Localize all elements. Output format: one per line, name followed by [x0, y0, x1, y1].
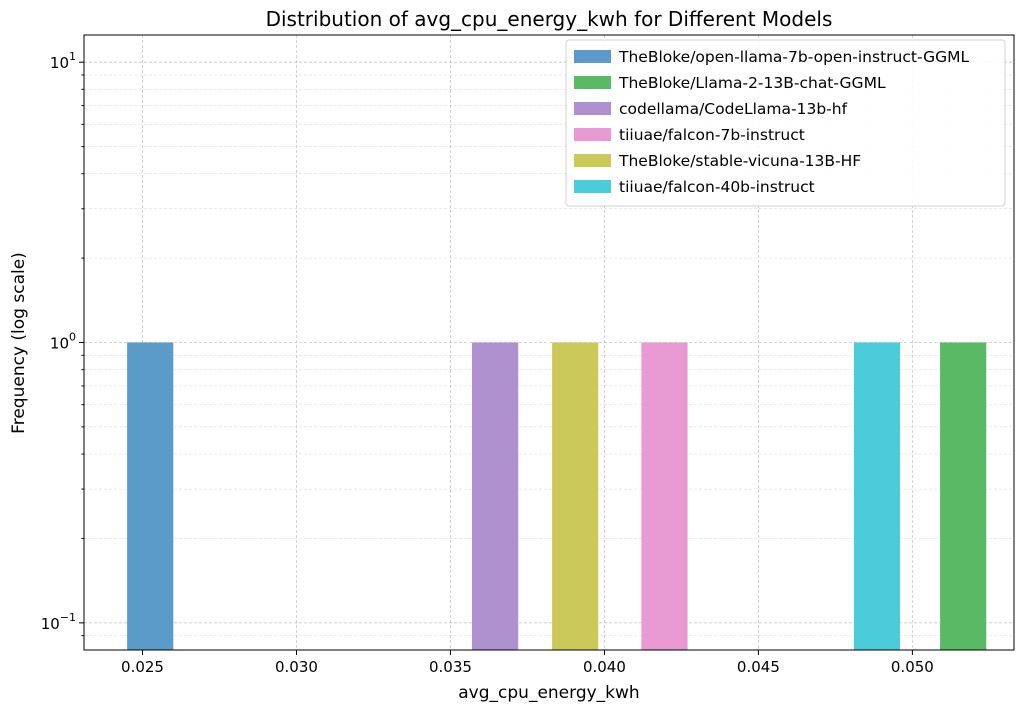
x-tick-label: 0.045	[737, 658, 780, 676]
legend-label: TheBloke/stable-vicuna-13B-HF	[618, 152, 861, 170]
y-tick-exponent: −1	[60, 611, 76, 624]
legend-label: codellama/CodeLlama-13b-hf	[619, 100, 848, 118]
y-tick-label: 100	[50, 331, 76, 353]
y-tick-label: 101	[50, 50, 76, 72]
chart-title: Distribution of avg_cpu_energy_kwh for D…	[266, 7, 833, 31]
legend: TheBloke/open-llama-7b-open-instruct-GGM…	[565, 39, 1006, 207]
legend-label: tiiuae/falcon-40b-instruct	[619, 178, 815, 196]
histogram-bar	[641, 342, 688, 650]
x-tick-label: 0.025	[121, 658, 164, 676]
x-tick-label: 0.035	[429, 658, 472, 676]
histogram-bar	[853, 342, 901, 650]
legend-label: tiiuae/falcon-7b-instruct	[619, 126, 805, 144]
y-tick-label: 10−1	[41, 611, 76, 633]
x-axis-label: avg_cpu_energy_kwh	[458, 683, 639, 703]
y-tick-base: 10	[50, 335, 69, 353]
histogram-bar	[127, 342, 174, 650]
x-axis-ticks: 0.025 0.030 0.035 0.040 0.045 0.050	[121, 650, 934, 676]
bars	[127, 342, 987, 650]
x-tick-label: 0.050	[891, 658, 934, 676]
y-axis-label: Frequency (log scale)	[9, 252, 29, 434]
legend-box	[565, 39, 1006, 207]
legend-label: TheBloke/Llama-2-13B-chat-GGML	[618, 74, 886, 92]
legend-swatch	[574, 154, 611, 167]
y-tick-exponent: 1	[69, 50, 76, 63]
legend-swatch	[574, 50, 611, 63]
y-tick-base: 10	[50, 54, 69, 72]
legend-label: TheBloke/open-llama-7b-open-instruct-GGM…	[618, 48, 969, 66]
legend-swatch	[574, 128, 611, 141]
legend-swatch	[574, 180, 611, 193]
legend-swatch	[574, 102, 611, 115]
legend-swatch	[574, 76, 611, 89]
histogram-bar	[552, 342, 599, 650]
x-tick-label: 0.030	[275, 658, 318, 676]
x-tick-label: 0.040	[583, 658, 626, 676]
y-tick-base: 10	[41, 615, 60, 633]
y-tick-exponent: 0	[69, 331, 76, 344]
histogram-bar	[940, 342, 987, 650]
histogram-bar	[472, 342, 519, 650]
